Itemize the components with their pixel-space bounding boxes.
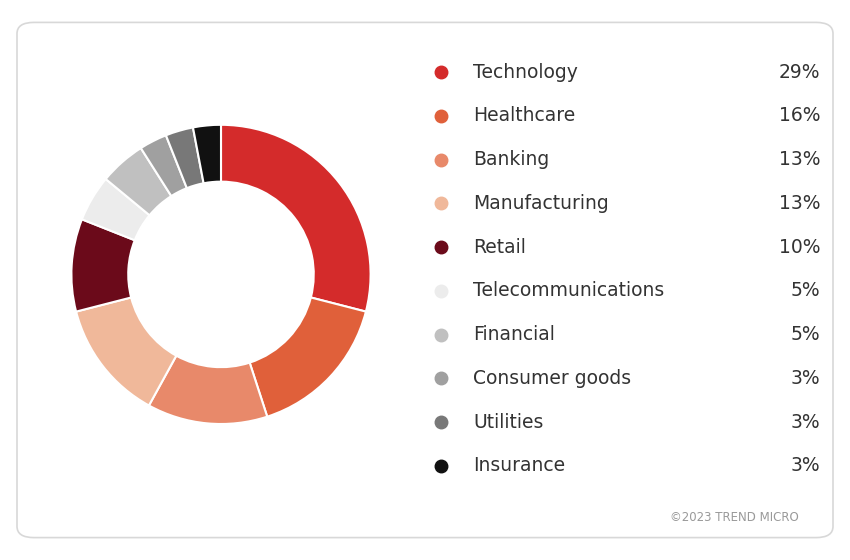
Wedge shape bbox=[71, 220, 135, 311]
Text: 13%: 13% bbox=[779, 194, 820, 213]
Wedge shape bbox=[76, 297, 176, 405]
Text: 3%: 3% bbox=[790, 456, 820, 475]
Text: 16%: 16% bbox=[779, 106, 820, 125]
Text: Healthcare: Healthcare bbox=[473, 106, 575, 125]
Wedge shape bbox=[82, 179, 150, 240]
Text: Banking: Banking bbox=[473, 150, 549, 169]
Wedge shape bbox=[149, 356, 267, 424]
Text: Utilities: Utilities bbox=[473, 413, 543, 432]
Text: Insurance: Insurance bbox=[473, 456, 565, 475]
Text: Technology: Technology bbox=[473, 63, 578, 82]
Text: 10%: 10% bbox=[779, 237, 820, 256]
Text: ©2023 TREND MICRO: ©2023 TREND MICRO bbox=[671, 511, 799, 524]
Text: Retail: Retail bbox=[473, 237, 526, 256]
Wedge shape bbox=[166, 128, 204, 188]
Wedge shape bbox=[141, 136, 187, 196]
FancyBboxPatch shape bbox=[17, 22, 833, 538]
Text: Manufacturing: Manufacturing bbox=[473, 194, 609, 213]
Text: 5%: 5% bbox=[790, 325, 820, 344]
Wedge shape bbox=[250, 297, 366, 417]
Wedge shape bbox=[221, 125, 371, 311]
Wedge shape bbox=[193, 125, 221, 183]
Text: Telecommunications: Telecommunications bbox=[473, 281, 664, 300]
Text: Financial: Financial bbox=[473, 325, 555, 344]
Wedge shape bbox=[105, 148, 172, 215]
Text: Consumer goods: Consumer goods bbox=[473, 369, 631, 388]
Text: 29%: 29% bbox=[779, 63, 820, 82]
Text: 13%: 13% bbox=[779, 150, 820, 169]
Text: 3%: 3% bbox=[790, 413, 820, 432]
Text: 5%: 5% bbox=[790, 281, 820, 300]
Text: 3%: 3% bbox=[790, 369, 820, 388]
